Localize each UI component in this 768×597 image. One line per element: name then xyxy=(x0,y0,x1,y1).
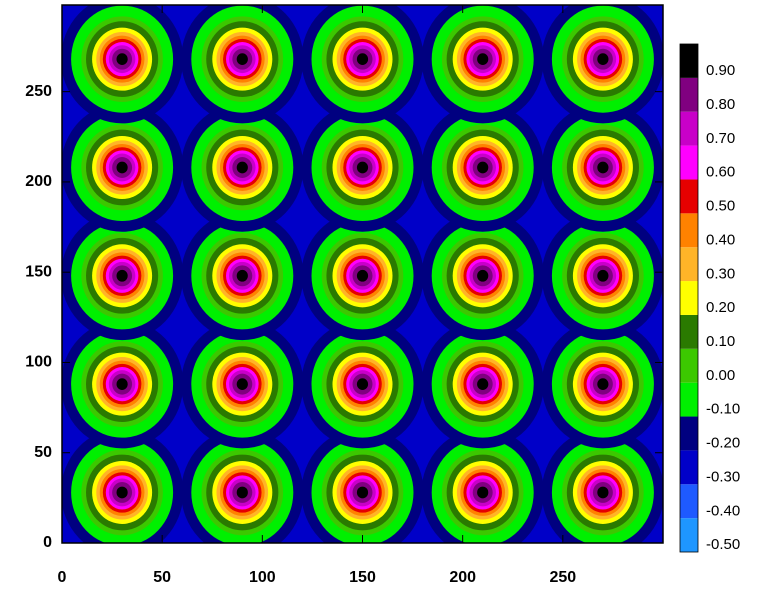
colorbar-label: -0.20 xyxy=(706,435,740,452)
contour-level xyxy=(236,161,248,174)
contour-level xyxy=(597,161,609,174)
contour-level xyxy=(116,53,128,66)
x-tick-label: 150 xyxy=(349,569,376,586)
colorbar-swatch xyxy=(680,77,698,112)
colorbar-swatch xyxy=(680,484,698,519)
x-tick-label: 0 xyxy=(58,569,67,586)
contour-level xyxy=(356,161,369,174)
contour-level xyxy=(236,486,248,499)
x-tick-label: 50 xyxy=(153,569,171,586)
colorbar-label: -0.30 xyxy=(706,468,740,485)
contour-level xyxy=(477,53,489,66)
colorbar-swatch xyxy=(680,314,698,349)
axes: 0 50 100 150 200 250 0 50 100 150 200 250 xyxy=(25,4,664,586)
colorbar-label: 0.70 xyxy=(706,130,735,147)
colorbar-swatch xyxy=(680,111,698,146)
colorbar-frame xyxy=(679,43,699,553)
colorbar-label: 0.30 xyxy=(706,265,735,282)
colorbar-swatch xyxy=(680,450,698,485)
colorbar-label: 0.60 xyxy=(706,164,735,181)
y-tick-label: 0 xyxy=(43,534,52,551)
contour-level xyxy=(477,378,489,390)
contour-level xyxy=(477,269,489,282)
colorbar-label: -0.10 xyxy=(706,401,740,418)
contour-level xyxy=(597,378,609,390)
contour-level xyxy=(477,486,489,499)
colorbar: -0.50 -0.40 -0.30 -0.20 -0.10 0.00 0.10 0.20 0.3… xyxy=(679,43,740,553)
y-tick-label: 150 xyxy=(25,263,52,280)
y-tick-label: 50 xyxy=(34,444,52,461)
contour-level xyxy=(597,53,609,66)
contour-level xyxy=(597,269,609,282)
contour-level xyxy=(597,486,609,499)
x-tick-label: 250 xyxy=(549,569,576,586)
colorbar-label: 0.00 xyxy=(706,367,735,384)
contour-level xyxy=(477,161,489,174)
colorbar-swatch xyxy=(680,179,698,214)
contour-level xyxy=(116,161,128,174)
contour-level xyxy=(236,378,248,390)
colorbar-swatch xyxy=(680,281,698,315)
y-tick-label: 200 xyxy=(25,173,52,190)
colorbar-label: 0.80 xyxy=(706,96,735,113)
x-tick-label: 200 xyxy=(449,569,476,586)
colorbar-swatch xyxy=(680,382,698,417)
plot-area xyxy=(62,5,663,543)
colorbar-label: 0.50 xyxy=(706,198,735,215)
colorbar-swatch xyxy=(680,44,698,78)
colorbar-swatch xyxy=(680,348,698,383)
contour-level xyxy=(236,269,248,282)
colorbar-swatch xyxy=(680,145,698,180)
colorbar-swatch xyxy=(680,416,698,451)
colorbar-swatch xyxy=(680,247,698,282)
x-tick-label: 100 xyxy=(249,569,276,586)
contour-level xyxy=(236,53,248,66)
colorbar-label: 0.40 xyxy=(706,231,735,248)
contour-level xyxy=(356,378,369,390)
colorbar-label: -0.40 xyxy=(706,502,740,519)
contour-level xyxy=(116,378,128,390)
colorbar-label: 0.10 xyxy=(706,333,735,350)
colorbar-label: 0.20 xyxy=(706,299,735,316)
contour-level xyxy=(356,269,369,282)
y-tick-label: 250 xyxy=(25,83,52,100)
contour-level xyxy=(356,53,369,66)
y-tick-label: 100 xyxy=(25,354,52,371)
colorbar-label: -0.50 xyxy=(706,536,740,553)
colorbar-label: 0.90 xyxy=(706,62,735,79)
contour-level xyxy=(116,486,128,499)
contour-level xyxy=(356,486,369,499)
contour-level xyxy=(116,269,128,282)
colorbar-swatch xyxy=(680,213,698,248)
colorbar-swatch xyxy=(680,518,698,552)
